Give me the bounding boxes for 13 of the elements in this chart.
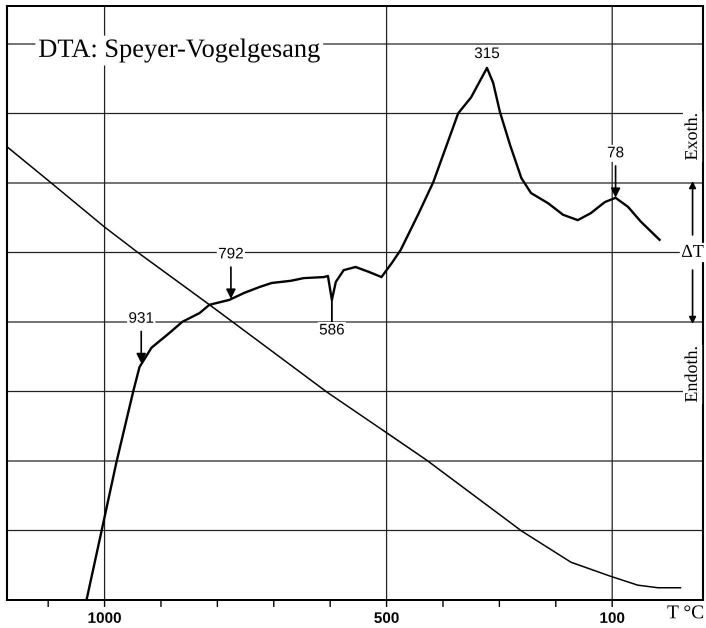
annotation: 78 (608, 146, 624, 158)
annotation: Endoth. (684, 347, 698, 402)
annotation: 315 (474, 47, 500, 58)
chart-title: DTA: Speyer-Vogelgesang (39, 38, 320, 63)
x-tick-label: 100 (600, 612, 624, 624)
annotation: 792 (218, 248, 243, 259)
annotation: ΔT (682, 244, 704, 257)
x-tick-label: 1000 (88, 612, 121, 624)
x-axis-title: T °C (667, 605, 704, 618)
annotation: Exoth. (684, 114, 698, 160)
x-tick-label: 500 (374, 612, 399, 624)
annotation: 586 (320, 324, 344, 335)
annotation: 931 (129, 312, 154, 323)
